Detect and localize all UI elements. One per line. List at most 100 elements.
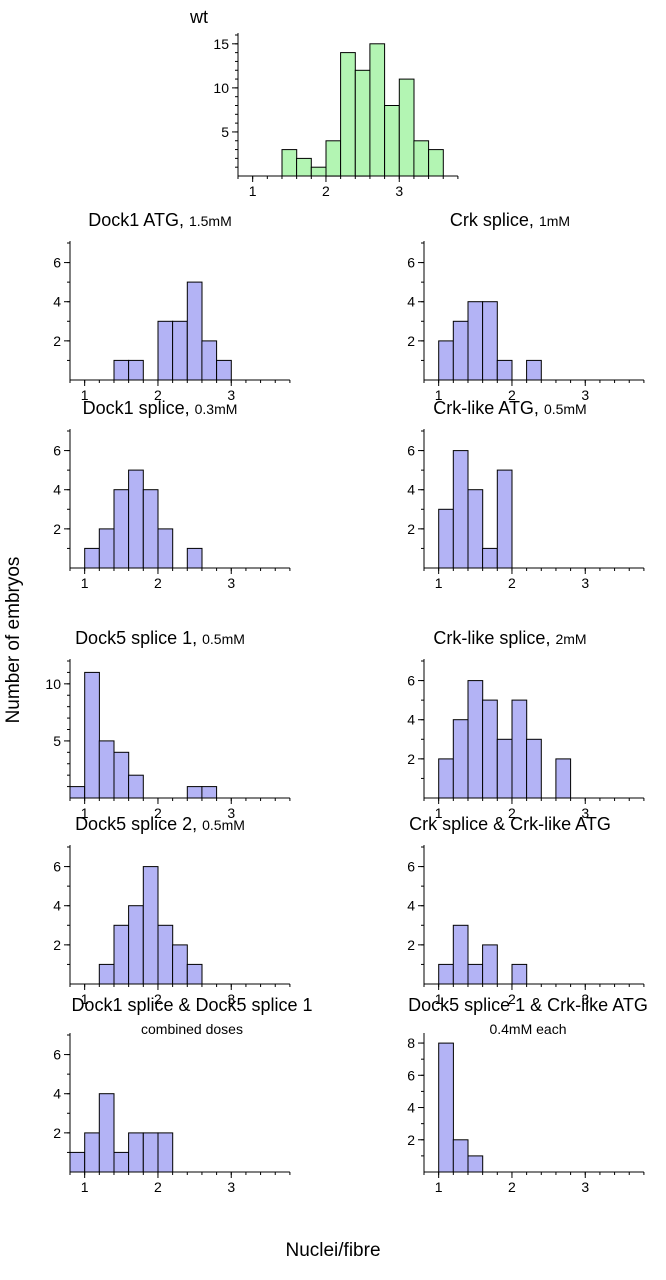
x-tick-label: 3 [227, 575, 235, 591]
x-tick-label: 3 [227, 991, 235, 1007]
y-tick-label: 6 [407, 1067, 415, 1083]
histogram-bar [482, 547, 498, 569]
x-tick-label: 1 [435, 575, 443, 591]
x-tick-label: 3 [581, 991, 589, 1007]
y-tick-label: 4 [407, 482, 415, 498]
y-tick-label: 4 [407, 1100, 415, 1116]
panel-title: Crk-like splice, 2mM [433, 628, 586, 648]
histogram-bar [157, 320, 174, 381]
x-tick-label: 2 [154, 805, 162, 821]
histogram-bar [186, 281, 203, 381]
y-tick-label: 4 [53, 1086, 61, 1102]
panel-subtitle: 0.5mM [202, 631, 245, 647]
y-tick-label: 2 [407, 937, 415, 953]
y-tick-label: 10 [213, 80, 229, 96]
x-tick-label: 3 [581, 575, 589, 591]
y-tick-label: 15 [213, 36, 229, 52]
x-tick-label: 1 [81, 1179, 89, 1195]
panel-title-main: Dock5 splice 1, [75, 628, 197, 648]
y-tick-label: 6 [407, 859, 415, 875]
histogram-panel-4: 1 2 3 2 4 6 Crk-like ATG, 0.5mM [407, 398, 645, 591]
x-tick-label: 2 [508, 387, 516, 403]
histogram-panel-2: 1 2 3 2 4 6 Crk splice, 1mM [407, 210, 645, 403]
histogram-bar [84, 547, 100, 569]
panel-subtitle: 1mM [539, 213, 570, 229]
x-tick-label: 2 [154, 991, 162, 1007]
x-tick-label: 1 [81, 387, 89, 403]
x-tick-label: 3 [581, 387, 589, 403]
y-tick-label: 2 [53, 521, 61, 537]
y-tick-label: 2 [53, 937, 61, 953]
histogram-bar [511, 963, 528, 985]
x-tick-label: 2 [508, 575, 516, 591]
histogram-panel-8: 1 2 3 2 4 6 Crk splice & Crk-like ATG [407, 814, 645, 1007]
histogram-bar [467, 489, 484, 569]
y-axis-label: Number of embryos [3, 556, 24, 724]
histogram-bar [296, 157, 312, 177]
x-tick-label: 3 [581, 805, 589, 821]
histogram-bar [496, 359, 513, 381]
panel-title: Crk splice & Crk-like ATG [409, 814, 611, 834]
y-tick-label: 4 [53, 294, 61, 310]
panel-title-main: Crk splice & Crk-like ATG [409, 814, 611, 834]
x-tick-label: 1 [435, 387, 443, 403]
y-tick-label: 6 [53, 443, 61, 459]
x-tick-label: 3 [227, 1179, 235, 1195]
panel-title: wt [189, 7, 208, 27]
x-tick-label: 3 [227, 805, 235, 821]
x-tick-label: 2 [508, 805, 516, 821]
panel-title-main: Dock1 splice, [83, 398, 190, 418]
histogram-bar [413, 140, 430, 177]
y-tick-label: 8 [407, 1035, 415, 1051]
histogram-panel-9: 1 2 3 2 4 6 Dock1 splice & Dock5 splice 1 combi… [53, 995, 312, 1195]
histogram-bar [157, 924, 174, 985]
y-tick-label: 4 [53, 898, 61, 914]
histogram-bar [467, 963, 484, 985]
histogram-bar [142, 1132, 159, 1173]
histogram-bar [496, 738, 513, 799]
x-tick-label: 3 [227, 387, 235, 403]
histogram-bar [511, 699, 528, 799]
histogram-bar [128, 359, 144, 381]
histogram-bar [201, 340, 218, 381]
y-tick-label: 6 [53, 1047, 61, 1063]
panel-title: Dock5 splice 2, 0.5mM [75, 814, 245, 834]
panel-title: Dock5 splice 1 & Crk-like ATG [408, 995, 648, 1015]
histogram-bar [281, 149, 298, 177]
panel-subtitle: 0.5mM [202, 817, 245, 833]
y-tick-label: 6 [53, 255, 61, 271]
x-tick-label: 2 [154, 575, 162, 591]
histogram-bar [128, 469, 144, 569]
histogram-bar [452, 320, 469, 381]
histogram-bar [142, 866, 159, 985]
histogram-bar [128, 774, 144, 799]
x-tick-label: 2 [154, 387, 162, 403]
histogram-bar [438, 340, 454, 381]
panel-subtitle: combined doses [141, 1021, 243, 1037]
x-tick-label: 2 [508, 1179, 516, 1195]
x-tick-label: 3 [395, 183, 403, 199]
x-tick-label: 2 [508, 991, 516, 1007]
y-tick-label: 4 [53, 482, 61, 498]
y-tick-label: 6 [407, 673, 415, 689]
y-tick-label: 2 [407, 521, 415, 537]
panel-subtitle: 2mM [555, 631, 586, 647]
y-tick-label: 4 [407, 712, 415, 728]
histogram-bar [452, 924, 469, 985]
histogram-bar [452, 719, 469, 799]
histogram-bar [113, 751, 130, 799]
histogram-bar [172, 944, 188, 985]
histogram-bar [157, 1132, 174, 1173]
histogram-bar [340, 52, 356, 177]
histogram-bar [428, 149, 444, 177]
y-tick-label: 6 [53, 859, 61, 875]
x-tick-label: 2 [154, 1179, 162, 1195]
histogram-bar [482, 699, 498, 799]
histogram-bar [98, 963, 115, 985]
histogram-bar [186, 963, 203, 985]
x-tick-label: 1 [81, 991, 89, 1007]
y-tick-label: 10 [45, 676, 61, 692]
y-tick-label: 2 [407, 751, 415, 767]
x-tick-label: 1 [435, 1179, 443, 1195]
x-axis-label: Nuclei/fibre [285, 1240, 381, 1261]
